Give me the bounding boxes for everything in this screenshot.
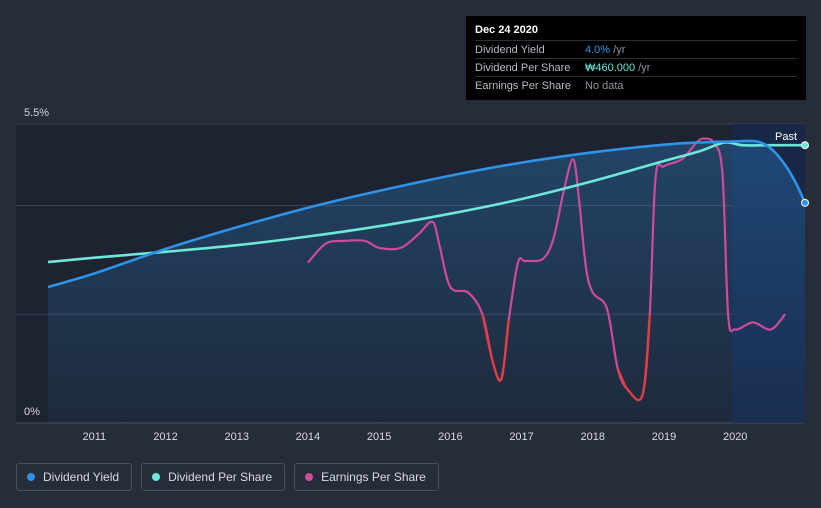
y-tick-label-top: 5.5% [24,107,49,119]
chart-legend: Dividend Yield Dividend Per Share Earnin… [16,463,439,491]
past-label: Past [775,131,797,143]
x-tick-label: 2017 [509,431,533,443]
tooltip-value: ₩460.000 [585,61,636,74]
dividend-per-share-line [47,141,805,264]
x-tick-label: 2016 [438,431,462,443]
x-tick-label: 2019 [652,431,676,443]
tooltip-row-dividend-yield: Dividend Yield 4.0% /yr [475,40,797,58]
legend-dividend-yield[interactable]: Dividend Yield [16,463,133,491]
x-tick-label: 2018 [581,431,605,443]
tooltip-date: Dec 24 2020 [475,24,538,36]
x-tick-label: 2015 [367,431,391,443]
x-tick-label: 2020 [723,431,747,443]
dividend-yield-line [47,139,807,289]
tooltip-row-earnings-per-share: Earnings Per Share No data [475,76,797,94]
earnings-per-share-low-segment [481,314,510,382]
legend-dot-icon [305,473,314,481]
tooltip-unit: /yr [610,43,626,56]
legend-label: Dividend Yield [43,470,120,484]
tooltip-value: 4.0% [585,43,611,56]
tooltip-label: Dividend Per Share [475,61,571,74]
x-tick-label: 2012 [153,431,177,443]
y-tick-label-bottom: 0% [24,406,40,418]
x-tick-label: 2014 [296,431,320,443]
tooltip-value: No data [585,79,624,92]
legend-dot-icon [27,473,35,481]
data-tooltip: Dec 24 2020 Dividend Yield 4.0% /yr Divi… [466,16,806,100]
dividend-per-share-end-point [801,141,809,150]
tooltip-label: Earnings Per Share [475,79,571,92]
legend-dividend-per-share[interactable]: Dividend Per Share [141,463,286,491]
tooltip-unit: /yr [635,61,651,74]
legend-dot-icon [152,473,161,481]
x-tick-label: 2011 [82,431,106,443]
tooltip-label: Dividend Yield [475,43,545,56]
legend-earnings-per-share[interactable]: Earnings Per Share [294,463,439,491]
earnings-per-share-low-segment [616,314,651,402]
legend-label: Earnings Per Share [321,470,426,484]
dividend-yield-end-point [801,198,809,207]
legend-label: Dividend Per Share [168,470,273,484]
earnings-per-share-line [307,137,786,402]
x-tick-label: 2013 [224,431,248,443]
tooltip-row-dividend-per-share: Dividend Per Share ₩460.000 /yr [475,58,797,76]
